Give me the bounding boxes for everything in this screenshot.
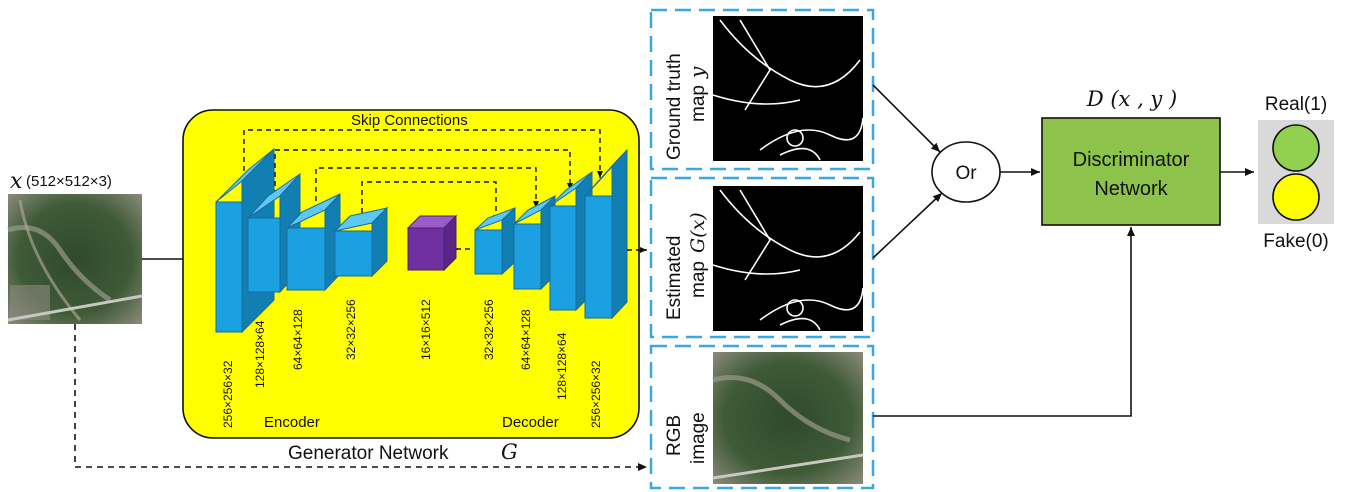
- rgb-to-discriminator-arrow: [873, 227, 1135, 417]
- decoder-blocks: [474, 148, 628, 320]
- dim-label: 128×128×64: [253, 320, 267, 388]
- dim-label: 256×256×32: [589, 360, 603, 428]
- dim-label: 32×32×256: [482, 299, 496, 360]
- real-label: Real(1): [1265, 94, 1327, 115]
- discriminator-formula: D (x , y ): [1086, 87, 1177, 111]
- decoder-label: Decoder: [502, 414, 559, 431]
- fake-indicator: [1272, 173, 1320, 221]
- input-dims: (512×512×3): [26, 173, 112, 190]
- input-label: x (512×512×3): [10, 169, 112, 194]
- dim-label: 128×128×64: [555, 332, 569, 400]
- dim-label: 16×16×512: [419, 299, 433, 360]
- generator-title-symbol: G: [501, 440, 518, 464]
- or-node: Or: [931, 141, 1001, 203]
- decoder-layer-1: [474, 206, 516, 276]
- skip-connections-label: Skip Connections: [351, 112, 468, 129]
- real-indicator: [1272, 124, 1320, 172]
- dim-label: 256×256×32: [221, 360, 235, 428]
- discriminator-line1: Discriminator: [1073, 149, 1190, 171]
- fake-label: Fake(0): [1263, 231, 1328, 252]
- road-lines: [712, 189, 864, 331]
- encoder-blocks: [215, 147, 389, 334]
- ground-truth-line1: Ground truth: [664, 53, 685, 160]
- encoder-layer-4: [333, 206, 389, 278]
- skip-connections: [243, 129, 603, 222]
- input-symbol: x: [10, 169, 23, 194]
- estimated-symbol: G(x): [687, 212, 709, 253]
- ground-truth-panel: Ground truth map y: [649, 8, 875, 171]
- discriminator-line2: Network: [1094, 178, 1168, 200]
- ground-truth-to-or-arrow: [872, 84, 941, 153]
- generator-title-text: Generator Network: [288, 443, 449, 464]
- generator-title: Generator Network G: [288, 440, 518, 464]
- estimated-line1: Estimated: [664, 236, 685, 320]
- dim-label: 64×64×128: [291, 309, 305, 370]
- dim-label: 32×32×256: [344, 299, 358, 360]
- bottleneck-block: [406, 214, 458, 272]
- input-satellite-image: [7, 194, 143, 324]
- estimated-to-or-arrow: [872, 192, 943, 259]
- discriminator-box: Discriminator Network: [1041, 117, 1221, 226]
- rgb-panel: RGB image: [649, 344, 875, 490]
- output-panel: [1258, 120, 1334, 224]
- estimated-line2: map: [688, 261, 709, 298]
- rgb-line2: image: [688, 412, 709, 464]
- or-label: Or: [955, 163, 977, 184]
- ground-truth-line2: map: [688, 85, 709, 122]
- rgb-line1: RGB: [664, 415, 685, 456]
- encoder-label: Encoder: [264, 414, 320, 431]
- ground-truth-symbol: y: [685, 66, 709, 79]
- dim-label: 64×64×128: [519, 309, 533, 370]
- road-lines: [712, 19, 864, 161]
- input-to-rgb-dashed-arrow: [74, 324, 647, 471]
- layer-dimension-labels: 256×256×32 128×128×64 64×64×128 32×32×25…: [221, 299, 603, 428]
- encoder-layer-3: [286, 192, 341, 292]
- decoder-layer-4: [584, 148, 628, 320]
- rgb-satellite-image: [713, 352, 863, 484]
- estimated-panel: Estimated map G(x): [649, 176, 875, 339]
